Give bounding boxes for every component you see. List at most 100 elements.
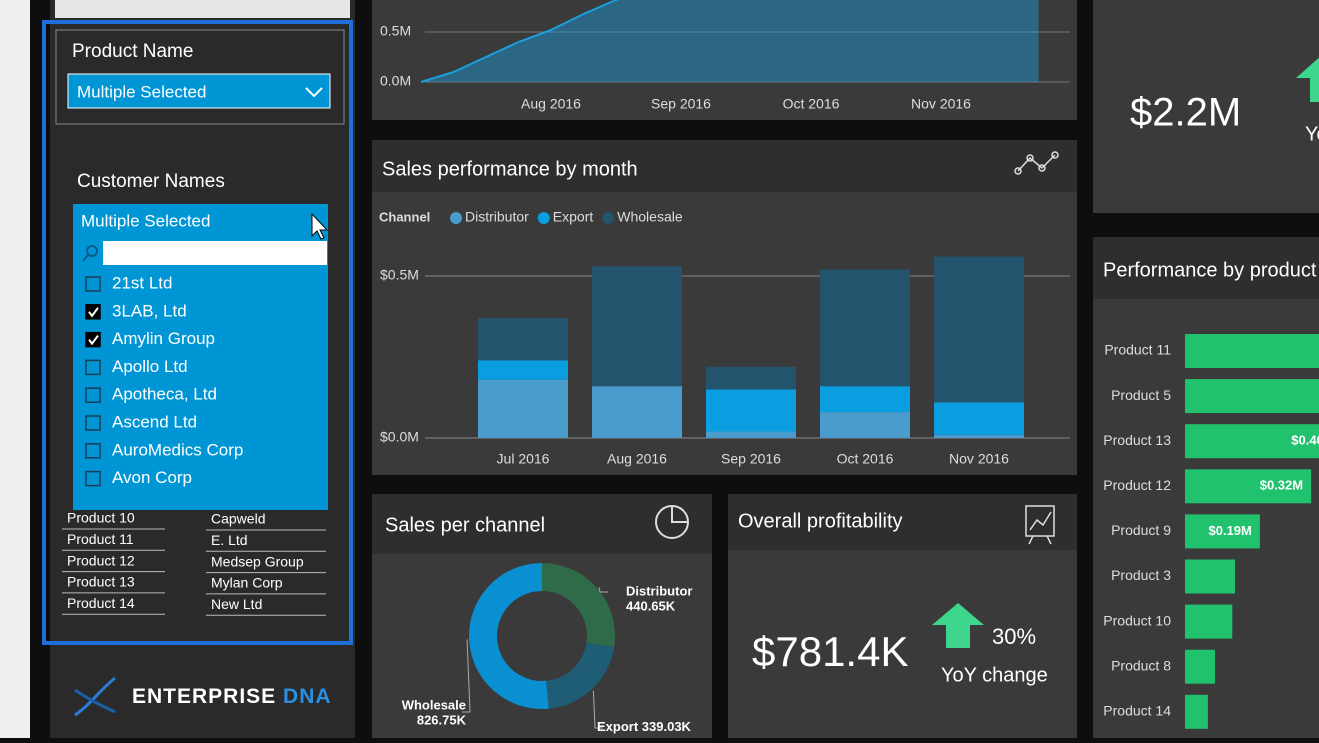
checkmark — [88, 307, 99, 318]
panel-header — [728, 494, 1077, 550]
slicer-label: Customer Names — [77, 171, 225, 192]
bar-segment — [820, 269, 910, 387]
panel — [1093, 0, 1319, 213]
x-tick-label: Aug 2016 — [521, 96, 581, 112]
leader-line — [598, 587, 608, 593]
checkbox[interactable] — [85, 470, 101, 487]
legend-label: Export — [553, 209, 594, 225]
x-tick-label: Nov 2016 — [949, 451, 1009, 467]
bar-segment — [478, 360, 568, 380]
up-arrow — [1296, 57, 1319, 102]
checkbox[interactable] — [85, 359, 101, 376]
leader-line — [592, 690, 603, 729]
x-tick-label: Oct 2016 — [837, 451, 894, 467]
bar — [1185, 694, 1208, 729]
checkbox[interactable] — [85, 331, 101, 348]
slice-value: 339.03K — [642, 719, 692, 734]
legend-swatch — [602, 212, 615, 224]
y-tick-label: Product 12 — [1103, 477, 1171, 493]
legend-swatch — [450, 212, 462, 224]
logo-text: ENTERPRISE DNA — [132, 685, 332, 708]
table-cell: Mylan Corp — [211, 575, 283, 591]
focus-border — [42, 20, 353, 645]
x-tick-label: Oct 2016 — [783, 96, 840, 112]
panel-title: Performance by product — [1103, 259, 1317, 281]
table-cell: Product 11 — [67, 531, 134, 547]
checkbox[interactable] — [85, 387, 101, 403]
checkbox[interactable] — [85, 415, 101, 431]
bar-segment — [592, 266, 682, 387]
panel-title: Sales per channel — [385, 514, 545, 536]
x-tick-label: Nov 2016 — [911, 96, 971, 112]
bar — [1185, 334, 1319, 368]
bar-segment — [706, 389, 796, 432]
pie-icon — [655, 505, 689, 539]
checkbox[interactable] — [85, 304, 101, 320]
bar — [1185, 559, 1236, 594]
panel-title: Sales performance by month — [382, 158, 638, 180]
panel — [372, 0, 1077, 120]
bar — [1185, 469, 1312, 504]
donut-slice — [546, 642, 615, 709]
x-tick-label: Jul 2016 — [497, 451, 550, 467]
y-tick-label: Product 10 — [1103, 612, 1171, 628]
table-cell: Product 13 — [67, 574, 135, 590]
option-label: Apotheca, Ltd — [112, 385, 217, 404]
dropdown-value: Multiple Selected — [77, 82, 206, 101]
slice-name: Wholesale — [402, 697, 466, 712]
dropdown-list — [73, 238, 328, 510]
legend-label: Wholesale — [617, 209, 683, 225]
kpi-group: $2.2M YoY change — [1130, 57, 1319, 145]
table-cell: Product 12 — [67, 552, 135, 568]
y-tick-label: $0.0M — [380, 429, 419, 445]
line-icon — [1014, 151, 1059, 175]
y-tick-label: Product 3 — [1111, 567, 1171, 583]
legend-title: Channel — [379, 209, 430, 224]
table-cell: E. Ltd — [211, 532, 248, 548]
y-tick-label: Product 11 — [1104, 342, 1171, 358]
bar-segment — [478, 318, 568, 361]
dna-icon — [74, 676, 116, 717]
bar-segment — [820, 412, 910, 438]
option-label: AuroMedics Corp — [112, 440, 243, 459]
checkbox[interactable] — [85, 443, 101, 459]
slice-name: Distributor — [626, 583, 692, 598]
dropdown[interactable] — [73, 204, 328, 238]
bar-chart: Channel Distributor Export Wholesale $0.0M $0… — [379, 209, 1070, 467]
legend-label: Distributor — [465, 209, 529, 225]
search-box[interactable] — [103, 241, 327, 265]
kpi-change: 30% — [992, 624, 1036, 649]
y-tick-label: $0.5M — [380, 267, 419, 283]
bar-segment — [934, 256, 1024, 403]
table-cell: Medsep Group — [211, 553, 304, 569]
dropdown[interactable] — [67, 73, 331, 109]
y-tick-label: Product 9 — [1111, 522, 1171, 538]
kpi-change-label: YoY change — [1305, 123, 1319, 145]
y-tick-label: 0.0M — [380, 73, 411, 89]
bar-segment — [820, 386, 910, 413]
cursor — [311, 212, 329, 240]
kpi-change-label: YoY change — [941, 664, 1048, 686]
panel-title: Overall profitability — [738, 510, 903, 532]
slice-value: 440.65K — [626, 598, 676, 613]
table-cell: Product 10 — [67, 510, 135, 526]
area-chart: 0.0M 0.5M Aug 2016 Sep 2016 Oct 2016 Nov 2016 — [380, 0, 1070, 112]
logo-accent: DNA — [283, 685, 332, 708]
panel-header — [372, 140, 1077, 192]
option-label: Apollo Ltd — [112, 357, 188, 376]
logo-name: ENTERPRISE — [132, 685, 276, 708]
bar — [1185, 604, 1233, 639]
kpi-value: $781.4K — [752, 628, 908, 675]
checkbox[interactable] — [85, 276, 101, 292]
bar-segment — [934, 434, 1024, 438]
slice-value: 826.75K — [417, 712, 467, 727]
option-label: 21st Ltd — [112, 273, 173, 292]
option-list: 21st Ltd 3LAB, Ltd Amylin Group Apollo Ltd A… — [85, 273, 243, 487]
option-label: 3LAB, Ltd — [112, 301, 187, 320]
slice-name: Export — [597, 719, 639, 734]
slice-label: Export 339.03K — [597, 719, 692, 734]
x-tick-label: Sep 2016 — [721, 451, 781, 467]
line — [420, 0, 619, 83]
